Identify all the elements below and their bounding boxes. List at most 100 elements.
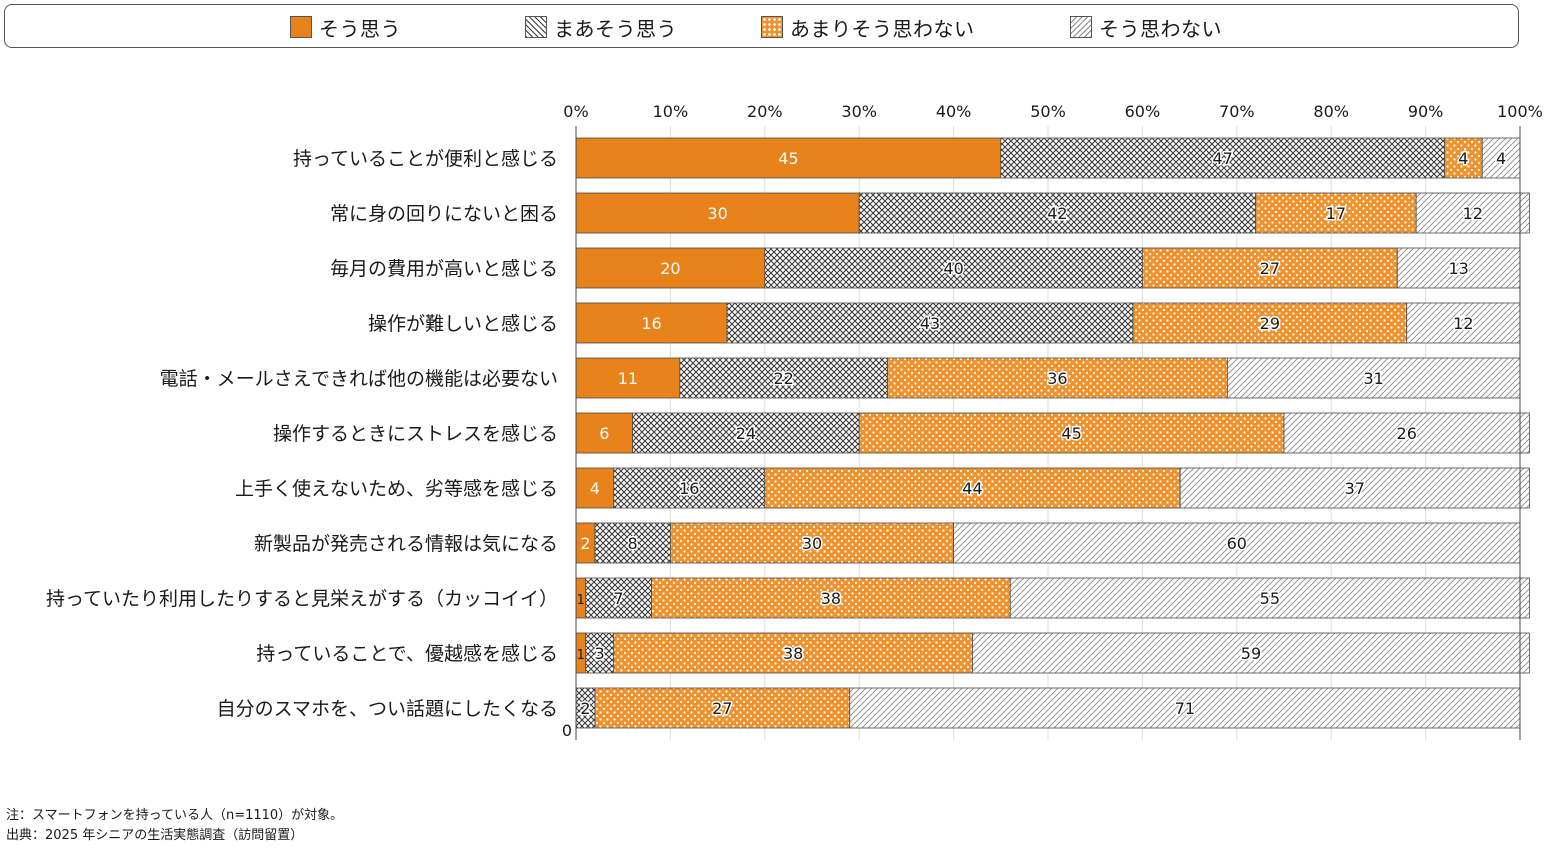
category-label: 上手く使えないため、劣等感を感じる <box>235 478 558 500</box>
bar-segment-3 <box>1415 192 1530 234</box>
zero-label: 0 <box>562 721 572 740</box>
x-tick-label: 80% <box>1313 102 1349 121</box>
bar-value-label: 44 <box>962 479 982 498</box>
note-sample: 注：スマートフォンを持っている人（n=1110）が対象。 <box>6 808 344 823</box>
x-tick-label: 60% <box>1125 102 1161 121</box>
bar-segment-1 <box>613 467 766 509</box>
bar-segment-2 <box>1142 247 1398 289</box>
bar-segment-2 <box>594 687 851 729</box>
category-label: 操作するときにストレスを感じる <box>273 423 558 445</box>
category-label: 持っていたり利用したりすると見栄えがする（カッコイイ） <box>46 588 558 610</box>
bar-segment-3 <box>1226 357 1521 399</box>
bar-value-label: 60 <box>1227 534 1247 553</box>
bar-value-label: 24 <box>736 424 756 443</box>
bar-segment-2 <box>651 577 1011 619</box>
bar-value-label: 12 <box>1453 314 1473 333</box>
bar-segment-1 <box>764 247 1143 289</box>
bar-value-label: 22 <box>774 369 794 388</box>
bar-segment-3 <box>1009 577 1530 619</box>
bar-value-label: 37 <box>1345 479 1365 498</box>
legend-swatch-0 <box>290 16 312 38</box>
legend-label-0: そう思う <box>319 16 401 41</box>
category-label: 毎月の費用が高いと感じる <box>330 258 558 280</box>
bar-value-label: 38 <box>783 644 803 663</box>
bar-value-label: 16 <box>679 479 699 498</box>
bar-segment-0 <box>575 467 615 509</box>
bar-segment-1 <box>679 357 888 399</box>
bar-segment-2 <box>858 412 1285 454</box>
category-label: 持っていることで、優越感を感じる <box>256 643 558 665</box>
bar-segment-1 <box>858 192 1257 234</box>
bar-segment-1 <box>594 522 671 564</box>
legend-item-2: あまりそう思わない <box>761 14 975 41</box>
bar-segment-1 <box>585 577 652 619</box>
x-tick-label: 70% <box>1219 102 1255 121</box>
x-tick-label: 40% <box>936 102 972 121</box>
bar-value-label: 43 <box>920 314 940 333</box>
bar-value-label: 17 <box>1326 204 1346 223</box>
bar-value-label: 40 <box>943 259 963 278</box>
bar-value-label: 11 <box>618 369 638 388</box>
bar-segment-0 <box>575 357 681 399</box>
legend-label-3: そう思わない <box>1099 16 1222 41</box>
bar-value-label: 42 <box>1047 204 1067 223</box>
legend-item-0: そう思う <box>290 14 401 41</box>
bar-segment-1 <box>1000 137 1445 179</box>
chart-legend: そう思う まあそう思う あまりそう思わない そう思わない <box>4 4 1519 48</box>
bar-value-label: 8 <box>628 534 638 553</box>
bar-value-label: 71 <box>1175 699 1195 718</box>
legend-swatch-2 <box>761 16 783 38</box>
bar-value-label: 2 <box>580 699 590 718</box>
bar-segment-3 <box>1283 412 1530 454</box>
bar-segment-3 <box>849 687 1521 729</box>
legend-item-1: まあそう思う <box>525 14 677 41</box>
category-label: 持っていることが便利と感じる <box>293 148 558 170</box>
bar-value-label: 30 <box>707 204 727 223</box>
bar-value-label: 6 <box>599 424 609 443</box>
x-tick-label: 20% <box>747 102 783 121</box>
x-tick-label: 10% <box>653 102 689 121</box>
legend-swatch-3 <box>1070 16 1092 38</box>
bar-value-label: 20 <box>660 259 680 278</box>
bar-segment-3 <box>972 632 1530 674</box>
bar-segment-0 <box>575 247 766 289</box>
bar-segment-3 <box>953 522 1521 564</box>
bar-segment-3 <box>1179 467 1530 509</box>
bar-segment-2 <box>1444 137 1483 179</box>
bar-value-label: 2 <box>580 534 590 553</box>
bar-value-label: 29 <box>1260 314 1280 333</box>
bar-value-label: 30 <box>802 534 822 553</box>
bar-segment-3 <box>1396 247 1521 289</box>
bar-value-label: 55 <box>1260 589 1280 608</box>
legend-swatch-1 <box>525 16 547 38</box>
bar-segment-3 <box>1481 137 1521 179</box>
bar-segment-3 <box>1406 302 1521 344</box>
bar-value-label: 26 <box>1397 424 1417 443</box>
bar-segment-0 <box>575 412 634 454</box>
bar-value-label: 13 <box>1448 259 1468 278</box>
bar-value-label: 45 <box>778 149 798 168</box>
bar-value-label: 16 <box>641 314 661 333</box>
bar-value-label: 27 <box>1260 259 1280 278</box>
bar-value-label: 27 <box>712 699 732 718</box>
bar-segment-2 <box>670 522 955 564</box>
bar-value-label: 7 <box>613 589 623 608</box>
bar-segment-2 <box>1132 302 1408 344</box>
category-label: 新製品が発売される情報は気になる <box>254 533 558 555</box>
category-label: 自分のスマホを、つい話題にしたくなる <box>217 698 558 720</box>
bar-value-label: 45 <box>1061 424 1081 443</box>
note-source: 出典：2025 年シニアの生活実態調査（訪問留置） <box>6 828 304 843</box>
category-label: 常に身の回りにないと困る <box>330 203 558 225</box>
bar-value-label: 12 <box>1463 204 1483 223</box>
bar-value-label: 59 <box>1241 644 1261 663</box>
bar-value-label: 4 <box>1496 149 1506 168</box>
legend-item-3: そう思わない <box>1070 14 1222 41</box>
bar-value-label: 31 <box>1364 369 1384 388</box>
bar-value-label: 38 <box>821 589 841 608</box>
x-tick-label: 50% <box>1030 102 1066 121</box>
x-tick-label: 30% <box>841 102 877 121</box>
bar-value-label: 36 <box>1047 369 1067 388</box>
x-tick-label: 100% <box>1497 102 1543 121</box>
category-label: 電話・メールさえできれば他の機能は必要ない <box>160 368 558 390</box>
